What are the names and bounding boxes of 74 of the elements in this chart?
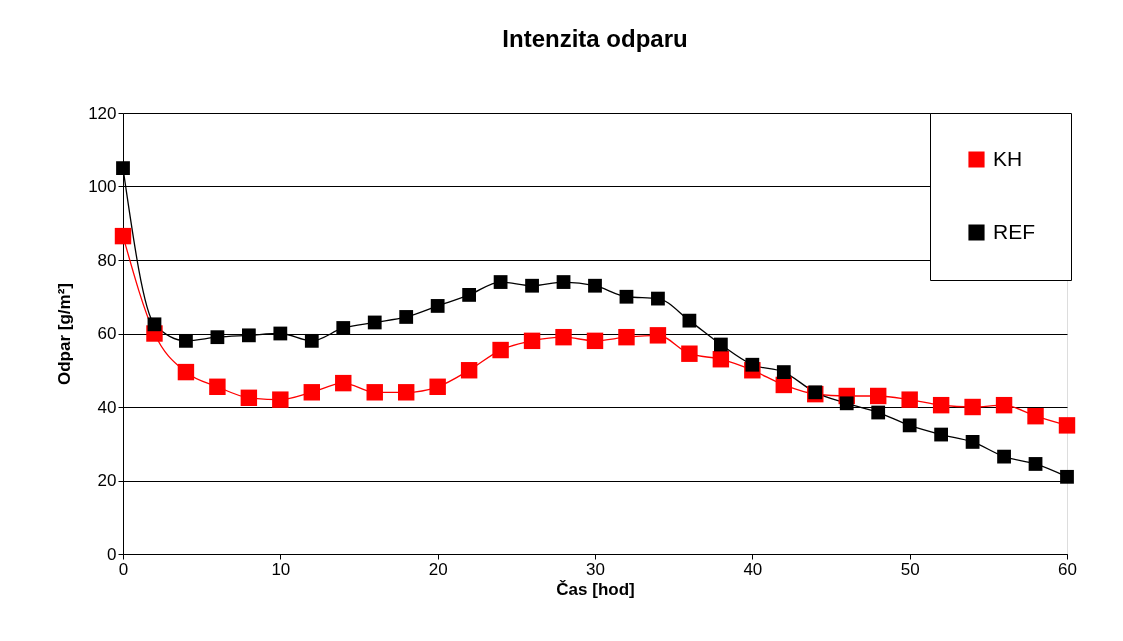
point	[273, 326, 288, 341]
x-tick-label: 30	[586, 559, 605, 579]
point	[303, 384, 321, 401]
point	[210, 330, 225, 345]
point	[997, 449, 1011, 464]
point	[745, 357, 760, 372]
y-tick-label: 40	[97, 397, 117, 417]
y-tick-label: 20	[97, 471, 117, 490]
point	[1028, 457, 1043, 471]
point	[713, 337, 728, 352]
point	[586, 332, 604, 350]
point	[177, 363, 195, 381]
point	[619, 289, 634, 304]
point	[147, 317, 162, 332]
chart-title: Intenzita odparu	[502, 25, 688, 52]
y-tick-label: 0	[107, 544, 117, 564]
point	[462, 288, 477, 302]
x-tick-label: 50	[900, 559, 920, 579]
y-tick-label: 60	[97, 324, 117, 343]
y-axis-title: Odpar [g/m²]	[55, 283, 75, 385]
point	[555, 328, 572, 346]
point	[525, 278, 539, 293]
point	[556, 275, 571, 289]
point	[240, 389, 258, 407]
point	[932, 396, 950, 414]
point	[304, 333, 319, 348]
point	[965, 435, 980, 449]
x-tick-label: 40	[743, 559, 763, 579]
point	[116, 161, 130, 176]
point	[712, 351, 730, 368]
point	[523, 332, 541, 350]
x-tick-label: 20	[428, 559, 448, 579]
point	[871, 405, 886, 420]
point	[493, 275, 508, 289]
point	[179, 333, 193, 348]
point	[651, 291, 665, 306]
point	[1058, 417, 1076, 434]
point	[430, 299, 445, 313]
point	[397, 384, 415, 401]
point	[1060, 469, 1074, 484]
point	[901, 391, 918, 408]
point	[649, 327, 667, 344]
point	[995, 396, 1013, 414]
point	[272, 391, 289, 408]
point	[335, 374, 352, 392]
point	[902, 418, 917, 433]
point	[1027, 407, 1044, 425]
point	[776, 365, 791, 379]
point	[399, 310, 414, 324]
point	[492, 341, 509, 359]
point	[336, 321, 351, 335]
point	[682, 313, 697, 328]
point	[681, 345, 698, 362]
point	[618, 328, 635, 346]
y-tick-label: 100	[88, 177, 117, 196]
legend-label: KH	[993, 146, 1023, 170]
point	[366, 384, 383, 401]
point	[429, 378, 446, 395]
point	[964, 398, 981, 416]
point	[839, 396, 854, 411]
point	[209, 378, 226, 395]
point	[367, 315, 382, 330]
point	[934, 427, 949, 442]
point	[241, 328, 256, 343]
point	[588, 278, 602, 293]
point	[460, 362, 478, 379]
point	[114, 227, 132, 245]
x-axis-title: Čas [hod]	[556, 579, 635, 599]
x-tick-label: 60	[1058, 559, 1077, 579]
point	[869, 387, 887, 405]
y-tick-label: 120	[88, 103, 117, 123]
x-tick-label: 10	[271, 559, 291, 579]
legend-label: REF	[993, 219, 1035, 243]
y-tick-label: 80	[97, 250, 117, 270]
